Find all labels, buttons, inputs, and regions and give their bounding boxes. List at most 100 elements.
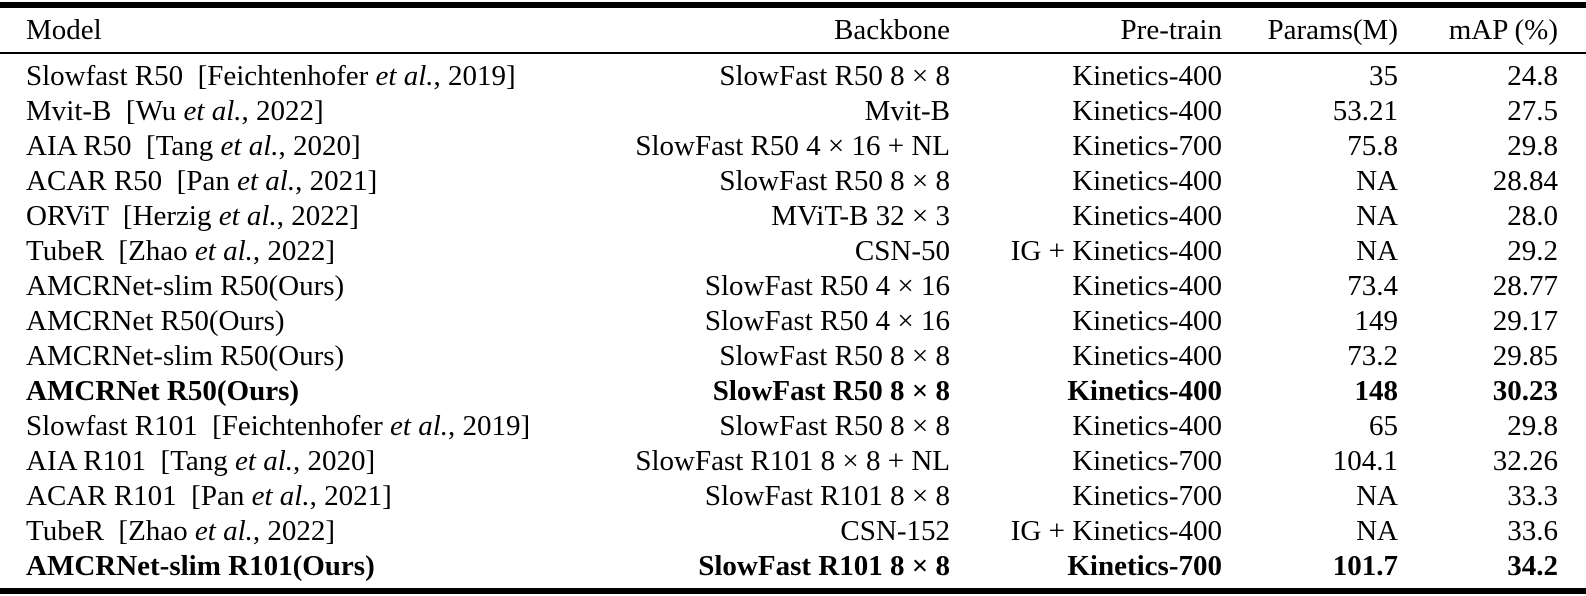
citation-pre: [Pan: [162, 165, 238, 197]
model-cell: AMCRNet-slim R101(Ours): [0, 549, 586, 588]
model-comparison-table: Model Backbone Pre-train Params(M) mAP (…: [0, 8, 1586, 588]
model-name: AIA R101: [26, 445, 147, 477]
backbone-cell: CSN-50: [854, 235, 950, 267]
citation-pre: [Zhao: [103, 235, 195, 267]
map-cell: 29.17: [1492, 305, 1558, 337]
citation-post: , 2019]: [448, 410, 531, 442]
pretrain-cell: Kinetics-400: [1072, 200, 1222, 232]
citation-post: , 2022]: [252, 515, 336, 547]
citation-post: , 2020]: [293, 445, 376, 477]
citation: [Pan et al., 2021]: [177, 480, 392, 512]
map-cell: 33.3: [1507, 480, 1558, 512]
map-cell: 28.77: [1492, 270, 1558, 302]
map-cell: 24.8: [1507, 60, 1558, 92]
params-cell: NA: [1356, 200, 1398, 232]
citation-etal: et al.: [375, 60, 434, 92]
model-cell: AMCRNet-slim R50(Ours): [0, 339, 586, 374]
pretrain-cell: Kinetics-400: [1072, 410, 1222, 442]
model-cell: AIA R101 [Tang et al., 2020]: [0, 444, 586, 479]
citation-post: , 2022]: [252, 235, 336, 267]
header-params: Params(M): [1222, 8, 1398, 54]
pretrain-cell: Kinetics-700: [1072, 445, 1222, 477]
model-cell: Slowfast R101 [Feichtenhofer et al., 201…: [0, 409, 586, 444]
model-name: AMCRNet R50(Ours): [26, 305, 285, 337]
table-row: Slowfast R50 [Feichtenhofer et al., 2019…: [0, 53, 1586, 94]
model-name: TubeR: [26, 515, 104, 547]
map-cell: 34.2: [1507, 550, 1558, 582]
citation-etal: et al.: [235, 445, 294, 477]
backbone-cell: SlowFast R101 8 × 8: [698, 550, 950, 582]
table-row: AMCRNet R50(Ours) SlowFast R50 8 × 8 Kin…: [0, 374, 1586, 409]
pretrain-cell: Kinetics-400: [1072, 270, 1222, 302]
citation: [Wu et al., 2022]: [111, 95, 324, 127]
citation: [Feichtenhofer et al., 2019]: [183, 60, 516, 92]
map-cell: 28.0: [1507, 200, 1558, 232]
backbone-cell: SlowFast R50 8 × 8: [719, 340, 950, 372]
model-name: AIA R50: [26, 130, 132, 162]
map-cell: 29.2: [1507, 235, 1558, 267]
pretrain-cell: Kinetics-400: [1072, 95, 1222, 127]
citation: [Tang et al., 2020]: [132, 130, 361, 162]
model-name: ACAR R101: [26, 480, 177, 512]
model-cell: Mvit-B [Wu et al., 2022]: [0, 94, 586, 129]
header-pretrain: Pre-train: [950, 8, 1222, 54]
header-backbone: Backbone: [586, 8, 950, 54]
citation-post: , 2021]: [295, 165, 378, 197]
citation-etal: et al.: [218, 200, 277, 232]
backbone-cell: SlowFast R50 4 × 16 + NL: [635, 130, 950, 162]
backbone-cell: SlowFast R101 8 × 8: [704, 480, 950, 512]
citation-pre: [Feichtenhofer: [197, 410, 391, 442]
model-name: AMCRNet-slim R50(Ours): [26, 270, 345, 302]
top-rule: [0, 2, 1586, 8]
header-row: Model Backbone Pre-train Params(M) mAP (…: [0, 8, 1586, 54]
params-cell: 75.8: [1347, 130, 1398, 162]
backbone-cell: SlowFast R101 8 × 8 + NL: [635, 445, 950, 477]
pretrain-cell: IG + Kinetics-400: [1010, 235, 1222, 267]
model-cell: AMCRNet-slim R50(Ours): [0, 269, 586, 304]
map-cell: 30.23: [1492, 375, 1558, 407]
model-name: AMCRNet R50(Ours): [26, 375, 300, 407]
params-cell: 73.2: [1347, 340, 1398, 372]
citation-etal: et al.: [183, 95, 242, 127]
model-name: ORViT: [26, 200, 109, 232]
map-cell: 27.5: [1507, 95, 1558, 127]
model-name: AMCRNet-slim R50(Ours): [26, 340, 345, 372]
citation: [Pan et al., 2021]: [162, 165, 378, 197]
citation-etal: et al.: [390, 410, 449, 442]
table-row: AIA R101 [Tang et al., 2020] SlowFast R1…: [0, 444, 1586, 479]
model-cell: TubeR [Zhao et al., 2022]: [0, 234, 586, 269]
params-cell: 104.1: [1332, 445, 1398, 477]
citation-etal: et al.: [237, 165, 296, 197]
table-row: AMCRNet-slim R50(Ours) SlowFast R50 4 × …: [0, 269, 1586, 304]
pretrain-cell: Kinetics-400: [1072, 60, 1222, 92]
citation: [Feichtenhofer et al., 2019]: [197, 410, 531, 442]
citation-pre: [Zhao: [103, 515, 195, 547]
backbone-cell: SlowFast R50 8 × 8: [719, 410, 950, 442]
model-cell: TubeR [Zhao et al., 2022]: [0, 514, 586, 549]
citation-pre: [Pan: [176, 480, 252, 512]
model-cell: AMCRNet R50(Ours): [0, 304, 586, 339]
params-cell: 149: [1354, 305, 1399, 337]
table-row: ORViT [Herzig et al., 2022] MViT-B 32 × …: [0, 199, 1586, 234]
citation-post: , 2022]: [241, 95, 324, 127]
pretrain-cell: Kinetics-400: [1067, 375, 1222, 407]
table-row: AMCRNet-slim R50(Ours) SlowFast R50 8 × …: [0, 339, 1586, 374]
model-cell: ACAR R50 [Pan et al., 2021]: [0, 164, 586, 199]
pretrain-cell: Kinetics-400: [1072, 305, 1222, 337]
backbone-cell: SlowFast R50 4 × 16: [704, 270, 950, 302]
map-cell: 29.85: [1492, 340, 1558, 372]
backbone-cell: SlowFast R50 8 × 8: [712, 375, 950, 407]
pretrain-cell: Kinetics-700: [1072, 130, 1222, 162]
citation: [Zhao et al., 2022]: [104, 235, 335, 267]
citation: [Zhao et al., 2022]: [104, 515, 335, 547]
backbone-cell: SlowFast R50 8 × 8: [719, 60, 950, 92]
pretrain-cell: Kinetics-700: [1067, 550, 1222, 582]
citation: [Herzig et al., 2022]: [108, 200, 359, 232]
params-cell: NA: [1356, 165, 1398, 197]
pretrain-cell: Kinetics-700: [1072, 480, 1222, 512]
pretrain-cell: Kinetics-400: [1072, 340, 1222, 372]
table-row: Mvit-B [Wu et al., 2022] Mvit-B Kinetics…: [0, 94, 1586, 129]
table-row: AMCRNet-slim R101(Ours) SlowFast R101 8 …: [0, 549, 1586, 588]
citation-pre: [Herzig: [108, 200, 219, 232]
map-cell: 29.8: [1507, 130, 1558, 162]
